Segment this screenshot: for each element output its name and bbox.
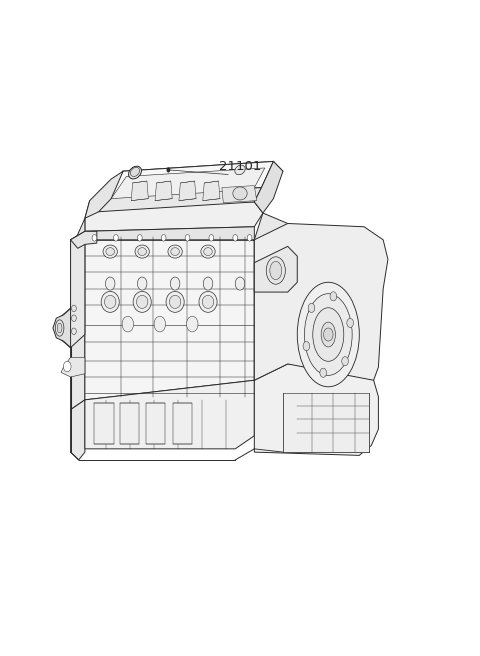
Circle shape <box>72 315 76 321</box>
Ellipse shape <box>55 320 64 336</box>
Circle shape <box>185 235 190 241</box>
Circle shape <box>170 277 180 290</box>
Circle shape <box>347 318 353 327</box>
Polygon shape <box>71 232 97 249</box>
Polygon shape <box>71 400 85 460</box>
Polygon shape <box>111 168 265 199</box>
Ellipse shape <box>133 291 151 312</box>
Ellipse shape <box>204 248 212 255</box>
Circle shape <box>137 277 147 290</box>
Circle shape <box>330 292 336 301</box>
Polygon shape <box>254 161 283 213</box>
Circle shape <box>235 277 245 290</box>
Ellipse shape <box>131 167 140 176</box>
Ellipse shape <box>103 245 117 258</box>
Circle shape <box>187 316 198 332</box>
Circle shape <box>137 235 142 241</box>
Ellipse shape <box>297 282 360 387</box>
Circle shape <box>203 277 213 290</box>
Ellipse shape <box>201 245 215 258</box>
Ellipse shape <box>136 295 148 308</box>
Polygon shape <box>85 380 254 449</box>
Circle shape <box>63 361 71 372</box>
Polygon shape <box>173 403 192 444</box>
Circle shape <box>209 235 214 241</box>
Ellipse shape <box>169 295 181 308</box>
Circle shape <box>233 235 238 241</box>
Circle shape <box>342 357 348 366</box>
Ellipse shape <box>199 291 217 312</box>
Ellipse shape <box>106 248 115 255</box>
Polygon shape <box>85 171 123 218</box>
Polygon shape <box>146 403 165 444</box>
Circle shape <box>324 328 333 341</box>
Polygon shape <box>203 181 220 201</box>
Polygon shape <box>61 232 85 348</box>
Polygon shape <box>283 394 369 452</box>
Text: 21101: 21101 <box>219 160 261 173</box>
Ellipse shape <box>304 294 352 375</box>
Polygon shape <box>222 186 257 203</box>
Ellipse shape <box>166 291 184 312</box>
Ellipse shape <box>270 261 282 279</box>
Ellipse shape <box>235 165 245 174</box>
Polygon shape <box>53 308 71 348</box>
Circle shape <box>308 303 315 312</box>
Circle shape <box>72 305 76 312</box>
Circle shape <box>72 328 76 335</box>
Ellipse shape <box>101 291 119 312</box>
Polygon shape <box>155 181 172 201</box>
Circle shape <box>106 277 115 290</box>
Polygon shape <box>131 181 148 201</box>
Circle shape <box>247 235 252 241</box>
Ellipse shape <box>105 295 116 308</box>
Ellipse shape <box>135 245 149 258</box>
Polygon shape <box>254 364 378 455</box>
Polygon shape <box>75 218 254 240</box>
Ellipse shape <box>171 248 180 255</box>
Polygon shape <box>99 188 262 212</box>
Ellipse shape <box>168 245 182 258</box>
Ellipse shape <box>266 256 285 284</box>
Ellipse shape <box>202 295 214 308</box>
Polygon shape <box>85 201 263 232</box>
Polygon shape <box>61 358 85 377</box>
Polygon shape <box>107 161 274 197</box>
Circle shape <box>92 235 97 241</box>
Circle shape <box>303 342 310 351</box>
Circle shape <box>114 235 118 241</box>
Circle shape <box>320 368 326 377</box>
Ellipse shape <box>138 248 146 255</box>
Polygon shape <box>95 403 114 444</box>
Circle shape <box>122 316 133 332</box>
Circle shape <box>154 316 166 332</box>
Ellipse shape <box>321 322 336 347</box>
Polygon shape <box>254 213 288 380</box>
Polygon shape <box>120 403 139 444</box>
Ellipse shape <box>313 308 344 361</box>
Ellipse shape <box>57 323 62 333</box>
Polygon shape <box>179 181 196 201</box>
Polygon shape <box>254 224 388 380</box>
Ellipse shape <box>129 166 142 179</box>
Ellipse shape <box>233 187 247 200</box>
Circle shape <box>161 235 166 241</box>
Circle shape <box>167 167 170 173</box>
Polygon shape <box>85 232 254 400</box>
Polygon shape <box>254 247 297 292</box>
Polygon shape <box>71 232 85 409</box>
